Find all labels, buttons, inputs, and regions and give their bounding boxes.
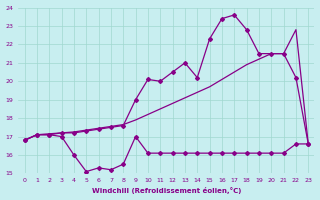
X-axis label: Windchill (Refroidissement éolien,°C): Windchill (Refroidissement éolien,°C) [92, 187, 241, 194]
